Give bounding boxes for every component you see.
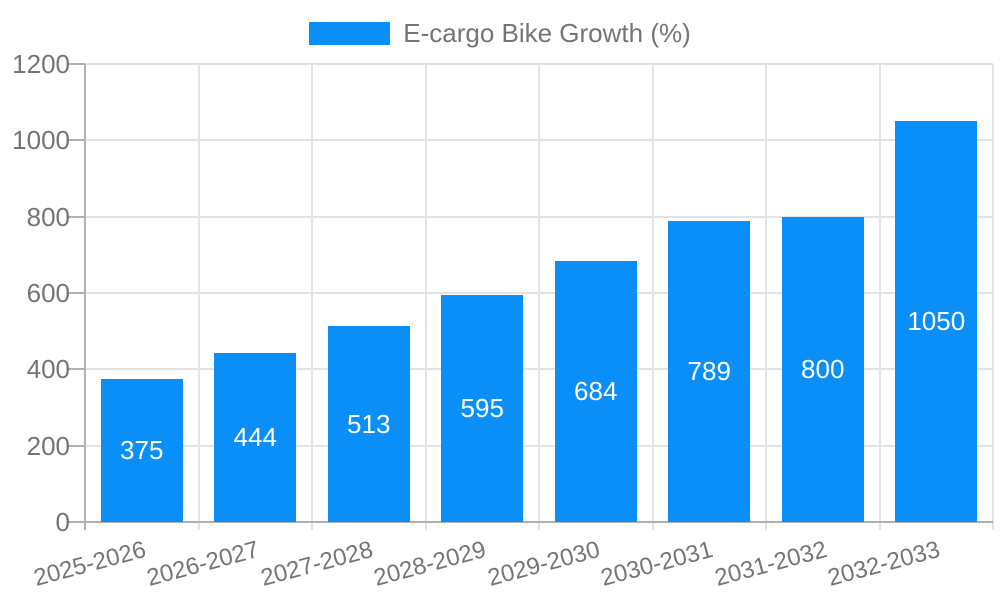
legend-label: E-cargo Bike Growth (%) xyxy=(403,17,691,48)
x-gridline xyxy=(992,64,994,530)
x-tick-label: 2026-2027 xyxy=(144,536,263,592)
x-gridline xyxy=(765,64,767,530)
bar[interactable]: 800 xyxy=(781,216,864,522)
y-tick-label: 800 xyxy=(26,201,70,232)
y-tick-label: 200 xyxy=(26,430,70,461)
y-tick-label: 0 xyxy=(55,507,70,537)
bar-value-label: 684 xyxy=(574,375,618,406)
bar[interactable]: 444 xyxy=(214,352,297,522)
x-gridline xyxy=(651,64,654,530)
y-tick-label: 400 xyxy=(26,354,70,385)
y-tick-mark xyxy=(67,63,85,65)
bar[interactable]: 595 xyxy=(441,294,524,522)
y-tick-mark xyxy=(67,444,85,447)
legend[interactable]: E-cargo Bike Growth (%) xyxy=(0,17,1000,48)
bar-value-label: 513 xyxy=(347,408,391,439)
y-tick-label: 1000 xyxy=(12,125,70,156)
y-tick-label: 1200 xyxy=(12,49,70,79)
bar-value-label: 1050 xyxy=(907,306,966,337)
x-tick-label: 2025-2026 xyxy=(30,536,149,592)
x-axis-line xyxy=(85,521,993,523)
y-axis-line xyxy=(84,64,86,530)
x-tick-label: 2032-2033 xyxy=(825,536,944,592)
bar[interactable]: 789 xyxy=(668,220,751,522)
legend-swatch xyxy=(309,21,391,45)
x-gridline xyxy=(311,64,313,530)
x-tick-label: 2030-2031 xyxy=(598,536,717,592)
x-tick-label: 2027-2028 xyxy=(257,536,376,592)
bar[interactable]: 684 xyxy=(554,260,637,522)
y-tick-mark xyxy=(67,139,85,142)
x-tick-label: 2029-2030 xyxy=(484,536,603,592)
y-tick-mark xyxy=(67,521,85,523)
x-tick-label: 2028-2029 xyxy=(371,536,490,592)
bar-value-label: 800 xyxy=(801,353,845,384)
bar[interactable]: 1050 xyxy=(895,121,978,522)
x-gridline xyxy=(538,64,540,530)
x-gridline xyxy=(424,64,427,530)
bar-value-label: 595 xyxy=(460,392,504,423)
y-tick-mark xyxy=(67,292,85,294)
x-gridline xyxy=(197,64,200,530)
y-tick-mark xyxy=(67,368,85,371)
bar[interactable]: 375 xyxy=(100,378,183,522)
x-tick-label: 2031-2032 xyxy=(711,536,830,592)
bar[interactable]: 513 xyxy=(327,326,410,522)
x-gridline xyxy=(878,64,881,530)
y-tick-label: 600 xyxy=(26,278,70,308)
bar-value-label: 789 xyxy=(687,355,731,386)
bar-value-label: 444 xyxy=(233,421,277,452)
bar-value-label: 375 xyxy=(120,434,164,465)
y-tick-mark xyxy=(67,215,85,218)
